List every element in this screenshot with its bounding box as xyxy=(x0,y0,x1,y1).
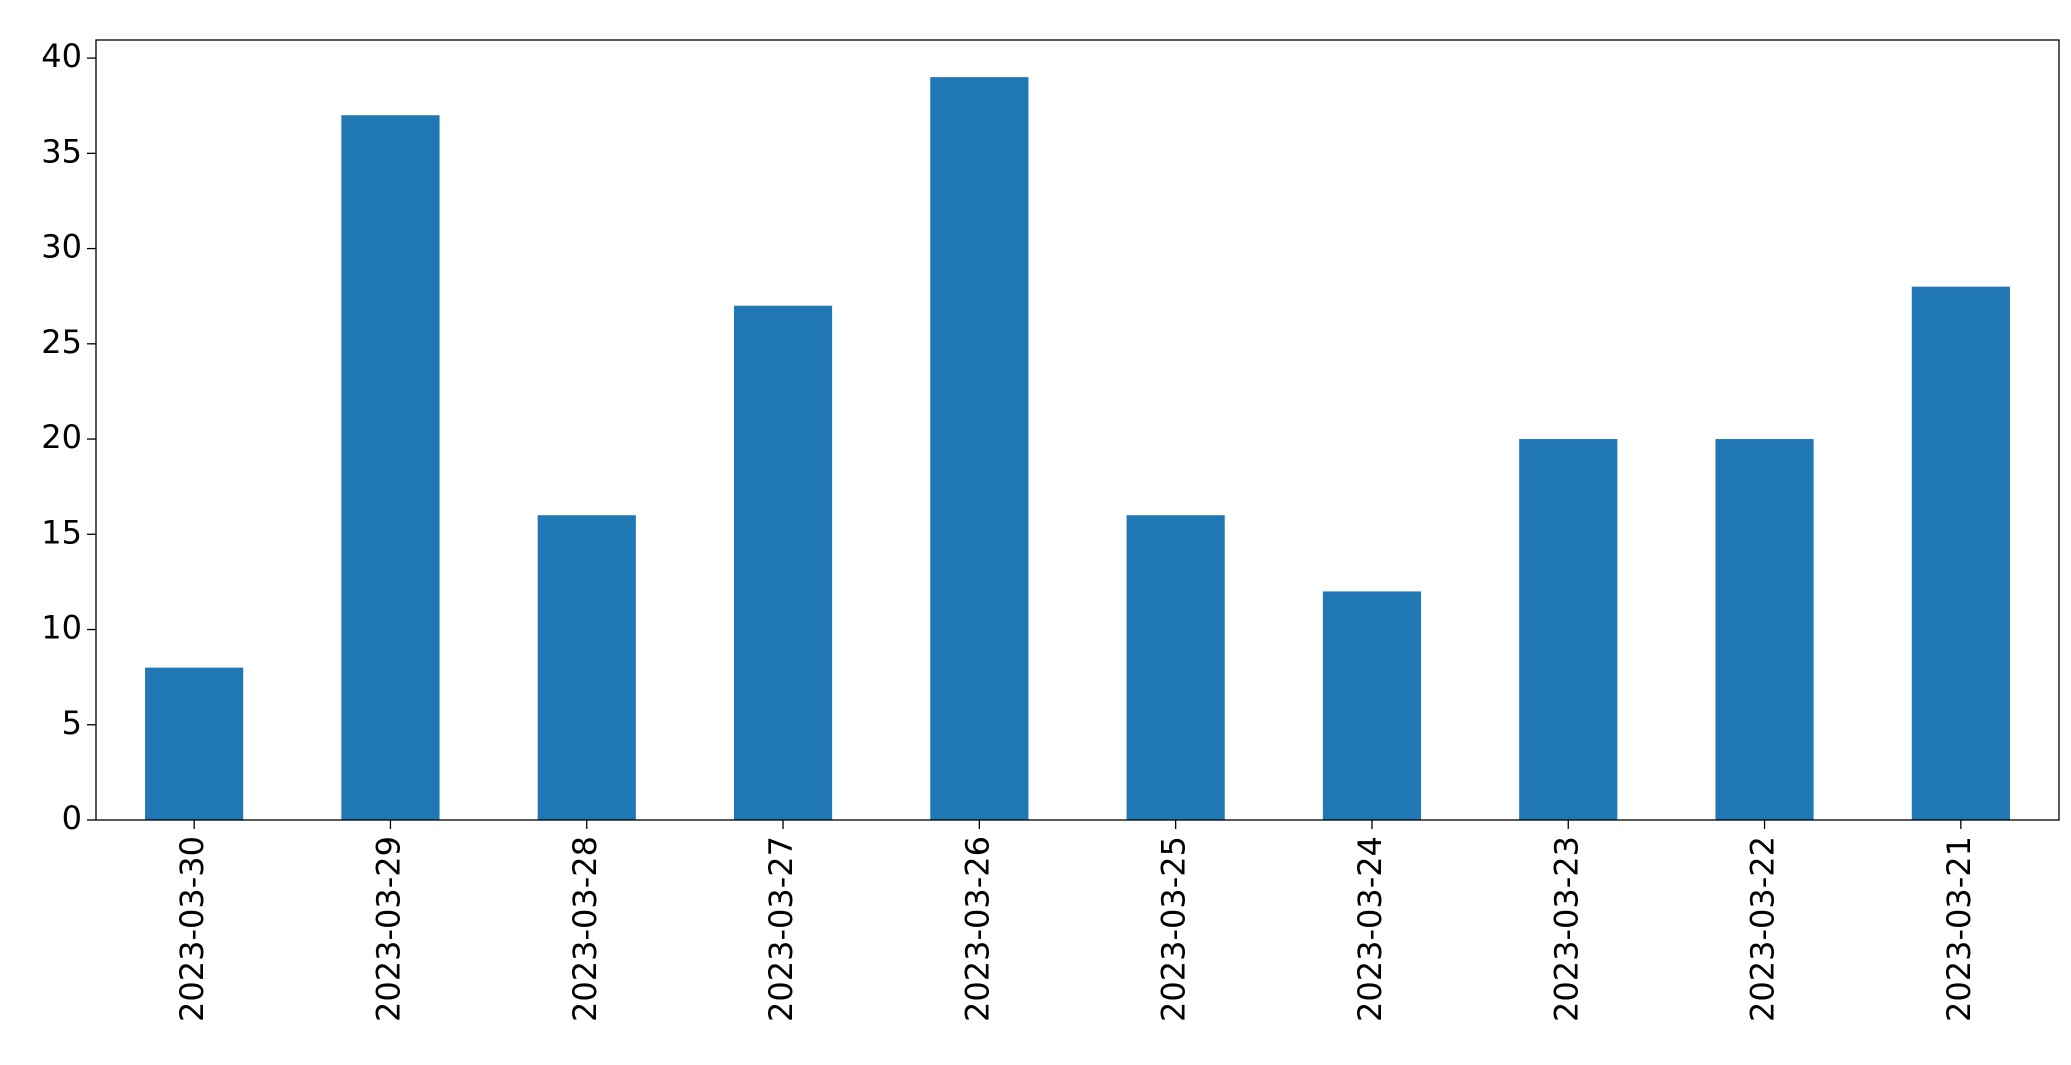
x-tick-label: 2023-03-28 xyxy=(566,836,604,1022)
y-tick-label: 25 xyxy=(41,323,82,361)
bar xyxy=(1911,286,2010,821)
bar xyxy=(145,667,244,820)
x-tick-label: 2023-03-30 xyxy=(173,836,211,1022)
bar xyxy=(1126,515,1225,820)
x-tick-label: 2023-03-23 xyxy=(1547,836,1585,1022)
y-tick-label: 5 xyxy=(62,704,82,742)
x-tick-label: 2023-03-25 xyxy=(1155,836,1193,1022)
bar xyxy=(537,515,636,820)
bar xyxy=(930,77,1029,820)
bar xyxy=(1519,439,1618,820)
plot-frame xyxy=(95,39,2060,821)
x-tick-label: 2023-03-21 xyxy=(1940,836,1978,1022)
y-tick-label: 20 xyxy=(41,418,82,456)
y-tick-label: 30 xyxy=(41,228,82,266)
y-tick-label: 0 xyxy=(62,799,82,837)
x-tick-label: 2023-03-26 xyxy=(958,836,996,1022)
bar xyxy=(1322,591,1422,820)
x-tick-label: 2023-03-22 xyxy=(1744,836,1782,1022)
bar xyxy=(1715,439,1814,820)
y-tick-label: 15 xyxy=(41,513,82,551)
bar xyxy=(341,115,440,820)
y-tick-label: 35 xyxy=(41,132,82,170)
y-tick-label: 40 xyxy=(41,37,82,75)
x-tick-label: 2023-03-27 xyxy=(762,836,800,1022)
bar xyxy=(733,305,833,820)
x-tick-label: 2023-03-24 xyxy=(1351,836,1389,1022)
x-tick-label: 2023-03-29 xyxy=(369,836,407,1022)
y-tick-label: 10 xyxy=(41,609,82,647)
